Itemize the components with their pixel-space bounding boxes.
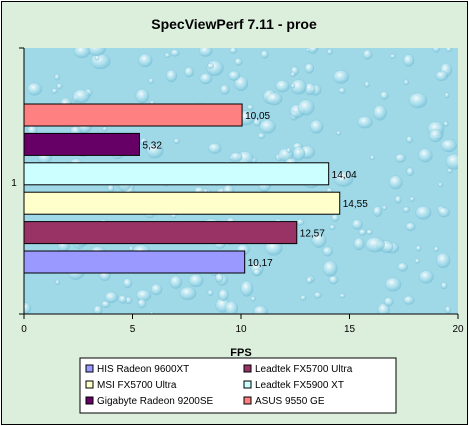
bar-value-label-3: 14,04	[332, 170, 357, 181]
legend-label-2: MSI FX5700 Ultra	[97, 380, 177, 391]
legend-label-4: Gigabyte Radeon 9200SE	[97, 396, 214, 407]
chart-title: SpecViewPerf 7.11 - proe	[151, 16, 317, 32]
x-tick-label-1: 5	[130, 324, 136, 335]
legend-box	[79, 357, 397, 414]
legend-swatch-4	[85, 396, 94, 405]
y-category-label: 1	[11, 178, 17, 189]
bar-3	[23, 162, 330, 186]
legend-label-3: Leadtek FX5900 XT	[255, 380, 344, 391]
x-tick-label-0: 0	[21, 324, 27, 335]
bar-1	[23, 221, 298, 245]
x-tick-label-4: 20	[452, 324, 464, 335]
legend-swatch-0	[85, 364, 94, 373]
legend-swatch-3	[243, 380, 252, 389]
legend-label-1: Leadtek FX5700 Ultra	[255, 364, 353, 375]
x-tick-label-2: 10	[235, 324, 247, 335]
legend-label-0: HIS Radeon 9600XT	[97, 364, 189, 375]
legend-swatch-5	[243, 396, 252, 405]
bar-value-label-2: 14,55	[343, 199, 368, 210]
legend-swatch-2	[85, 380, 94, 389]
legend-swatch-1	[243, 364, 252, 373]
legend-label-5: ASUS 9550 GE	[255, 396, 325, 407]
x-axis-title: FPS	[230, 347, 251, 359]
bar-value-label-0: 10,17	[248, 258, 273, 269]
bar-0	[23, 250, 246, 274]
bar-2	[23, 191, 341, 215]
bar-value-label-5: 10,05	[245, 111, 270, 122]
x-tick-label-3: 15	[344, 324, 356, 335]
bar-value-label-1: 12,57	[300, 229, 325, 240]
bar-value-label-4: 5,32	[142, 140, 162, 151]
bar-4	[23, 132, 140, 156]
bar-5	[23, 103, 243, 127]
